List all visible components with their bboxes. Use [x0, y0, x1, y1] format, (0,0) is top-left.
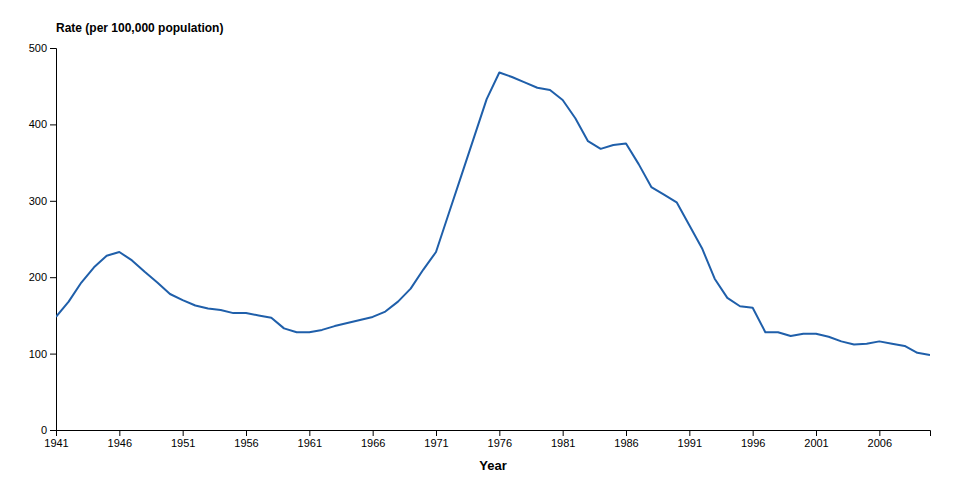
tick-mark	[50, 354, 56, 355]
tick-label: 1971	[424, 437, 448, 449]
tick-mark	[689, 430, 690, 436]
tick-label: 300	[29, 195, 47, 207]
axis-line	[50, 49, 57, 431]
tick: 500	[29, 42, 56, 54]
tick-mark	[816, 430, 817, 436]
tick-label: 2006	[868, 437, 892, 449]
tick: 1996	[741, 430, 765, 449]
tick: 2001	[804, 430, 828, 449]
tick-label: 400	[29, 118, 47, 130]
tick-mark	[246, 430, 247, 436]
tick-label: 1956	[234, 437, 258, 449]
tick-mark	[879, 430, 880, 436]
tick-mark	[183, 430, 184, 436]
y-label: Rate (per 100,000 population)	[56, 21, 223, 35]
tick-label: 1941	[44, 437, 68, 449]
tick-label: 1946	[108, 437, 132, 449]
tick-mark	[309, 430, 310, 436]
tick-mark	[753, 430, 754, 436]
tick: 200	[29, 271, 56, 283]
tick-mark	[50, 124, 56, 125]
tick: 100	[29, 348, 56, 360]
tick-label: 1981	[551, 437, 575, 449]
marks	[56, 72, 930, 355]
tick-mark	[373, 430, 374, 436]
tick: 1966	[361, 430, 385, 449]
tick-label: 1996	[741, 437, 765, 449]
tick-mark	[563, 430, 564, 436]
tick-label: 1986	[614, 437, 638, 449]
tick-label: 1966	[361, 437, 385, 449]
tick-label: 1951	[171, 437, 195, 449]
tick-label: 2001	[804, 437, 828, 449]
tick: 1956	[234, 430, 258, 449]
line	[56, 72, 930, 355]
tick: 0	[41, 424, 56, 436]
tick-mark	[50, 201, 56, 202]
tick: 1951	[171, 430, 195, 449]
tick: 1976	[488, 430, 512, 449]
tick-label: 0	[41, 424, 47, 436]
tick-mark	[499, 430, 500, 436]
tick-mark	[50, 48, 56, 49]
tick: 1991	[678, 430, 702, 449]
tick: 300	[29, 195, 56, 207]
tick-label: 1991	[678, 437, 702, 449]
tick: 2006	[868, 430, 892, 449]
tick: 1981	[551, 430, 575, 449]
tick-label: 200	[29, 271, 47, 283]
tick: 1971	[424, 430, 448, 449]
tick-mark	[119, 430, 120, 436]
tick: 400	[29, 118, 56, 130]
tick-label: 1961	[298, 437, 322, 449]
x-axis: 1941 1946 1951 1956 1961 1966 1971 1976 1981 1986…	[44, 430, 930, 449]
axis-line	[57, 431, 931, 437]
x-label: Year	[479, 458, 506, 473]
tick-mark	[436, 430, 437, 436]
tick-mark	[50, 430, 56, 431]
tick: 1946	[108, 430, 132, 449]
chart: 1941 1946 1951 1956 1961 1966 1971 1976 1981 1986…	[0, 0, 960, 482]
tick: 1961	[298, 430, 322, 449]
tick-mark	[50, 277, 56, 278]
tick-mark	[626, 430, 627, 436]
y-axis: 0 100 200 300 400 500	[29, 42, 57, 436]
plot: 1941 1946 1951 1956 1961 1966 1971 1976 1981 1986…	[29, 42, 931, 449]
tick-label: 100	[29, 348, 47, 360]
tick: 1986	[614, 430, 638, 449]
tick-label: 500	[29, 42, 47, 54]
tick: 1941	[44, 430, 68, 449]
tick-label: 1976	[488, 437, 512, 449]
